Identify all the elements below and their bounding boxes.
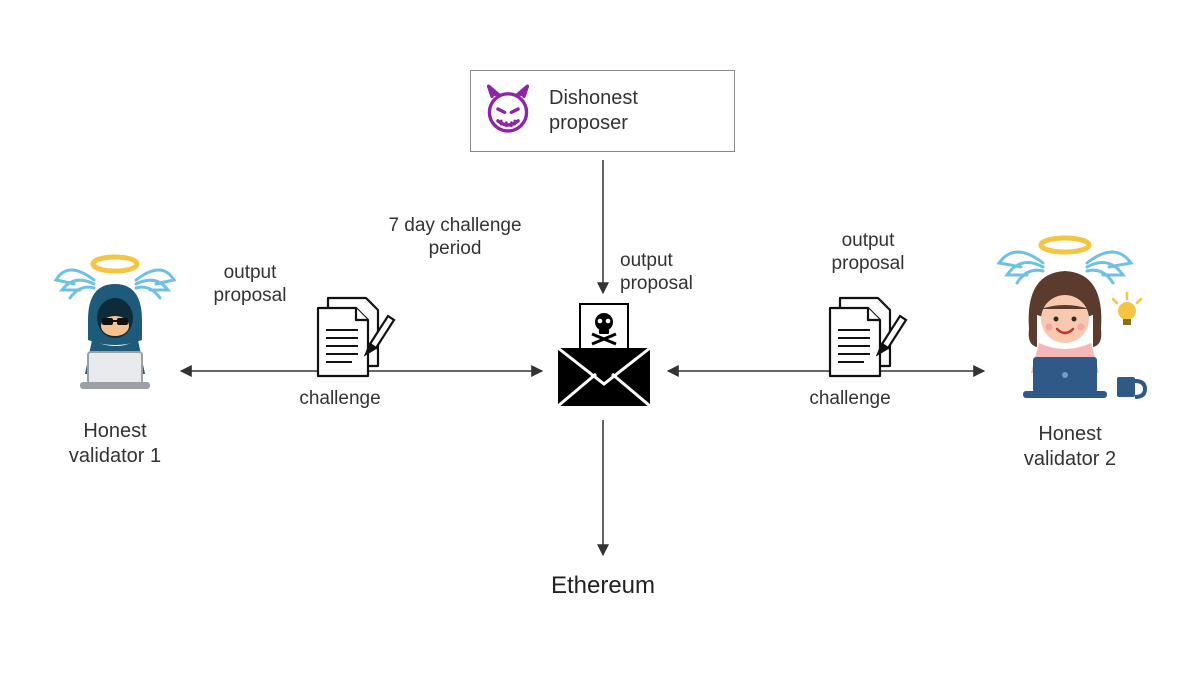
doc-right-challenge-label: challenge xyxy=(790,388,910,411)
ethereum-label: Ethereum xyxy=(500,572,706,600)
honest-validator-2-label: Honestvalidator 2 xyxy=(985,422,1155,472)
angel-person-icon xyxy=(985,402,1155,419)
diagram-stage: Dishonestproposer 7 day challengeperiod … xyxy=(0,0,1200,675)
doc-right-output-label: outputproposal xyxy=(818,230,918,276)
document-right xyxy=(820,290,910,387)
documents-icon xyxy=(820,369,910,386)
honest-validator-2: Honestvalidator 2 xyxy=(985,225,1155,472)
